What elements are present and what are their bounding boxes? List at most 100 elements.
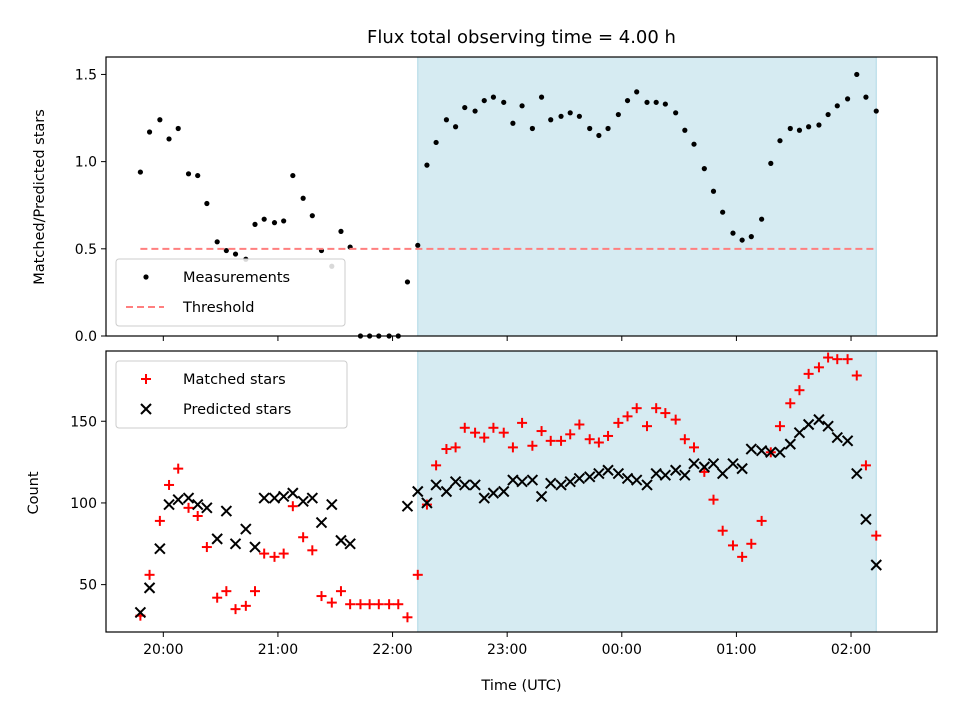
- matched-star-point: [393, 599, 404, 610]
- x-stroke-b: [154, 542, 166, 555]
- measurement-point: [615, 111, 621, 118]
- measurement-point: [404, 279, 411, 285]
- legend-entry: Threshold: [126, 300, 254, 316]
- matched-star-point: [498, 427, 509, 438]
- y-tick-label: 1.5: [75, 67, 97, 83]
- matched-star-point: [651, 403, 662, 414]
- x-stroke-b: [736, 462, 748, 475]
- predicted-star-point: [421, 497, 433, 509]
- bottom-panel: 50 100 150 20:00 21:00 22:00 23:00 00:00 01:00 02…: [70, 350, 938, 658]
- x-stroke-b: [602, 464, 614, 476]
- predicted-star-point: [412, 485, 424, 498]
- predicted-star-point: [593, 467, 605, 480]
- x-stroke-b: [573, 472, 586, 485]
- series-matched-stars: [135, 352, 882, 623]
- matched-star-point: [259, 548, 270, 559]
- x-stroke-b: [478, 492, 490, 504]
- matched-star-point: [412, 569, 423, 580]
- top-legend: Measurements Threshold: [115, 258, 346, 327]
- legend-marker: [140, 403, 152, 415]
- measurement-point: [338, 228, 344, 234]
- x-stroke-b: [134, 606, 147, 619]
- measurement-point: [157, 117, 163, 123]
- predicted-star-point: [335, 534, 347, 547]
- predicted-star-point: [507, 474, 519, 486]
- matched-star-point: [794, 385, 805, 396]
- x-stroke-b: [182, 492, 195, 504]
- bottom-y-axis-label: Count: [26, 471, 42, 514]
- x-stroke-b: [870, 559, 882, 571]
- matched-star-point: [536, 426, 547, 437]
- measurement-point: [825, 111, 831, 118]
- measurement-point: [223, 247, 229, 254]
- predicted-star-point: [802, 418, 815, 431]
- x-stroke-b: [249, 541, 261, 553]
- matched-star-point: [527, 440, 538, 451]
- x-stroke-b: [535, 490, 548, 503]
- predicted-star-point: [822, 420, 834, 432]
- predicted-star-point: [449, 475, 462, 488]
- matched-star-point: [441, 444, 452, 455]
- predicted-star-point: [870, 559, 882, 571]
- x-stroke-b: [326, 498, 338, 511]
- measurement-point: [146, 129, 153, 135]
- matched-star-point: [699, 466, 710, 477]
- x-stroke-b: [268, 492, 281, 504]
- predicted-star-point: [765, 446, 777, 458]
- matched-star-point: [287, 501, 298, 512]
- x-stroke-b: [822, 420, 834, 432]
- y-tick-label: 50: [79, 578, 97, 594]
- predicted-star-point: [297, 495, 309, 508]
- matched-star-point: [307, 545, 318, 556]
- matched-star-point: [545, 435, 556, 446]
- legend-label: Threshold: [182, 300, 254, 316]
- x-stroke-b: [163, 498, 175, 511]
- x-axis-label: Time (UTC): [480, 678, 561, 694]
- matched-star-point: [565, 429, 576, 440]
- matched-star-point: [479, 432, 490, 443]
- matched-star-point: [756, 515, 767, 526]
- measurement-point: [796, 127, 803, 133]
- predicted-star-point: [344, 538, 356, 550]
- matched-star-point: [192, 511, 203, 522]
- x-stroke-b: [727, 458, 739, 470]
- matched-star-point: [679, 434, 690, 445]
- bottom-legend: Matched stars Predicted stars: [115, 360, 348, 429]
- measurement-point: [415, 242, 421, 248]
- predicted-star-point: [249, 541, 261, 553]
- x-stroke-b: [315, 516, 328, 529]
- measurement-point: [548, 117, 554, 123]
- predicted-star-point: [612, 467, 625, 480]
- x-stroke-b: [630, 474, 643, 486]
- predicted-star-point: [229, 538, 242, 550]
- x-stroke-b: [669, 464, 682, 476]
- x-stroke-b: [220, 505, 233, 517]
- measurement-point: [662, 101, 668, 107]
- predicted-star-point: [573, 472, 586, 485]
- predicted-star-point: [851, 467, 863, 480]
- matched-star-point: [384, 599, 395, 610]
- predicted-star-point: [526, 474, 539, 486]
- x-stroke-b: [583, 471, 596, 483]
- measurement-point: [510, 120, 516, 126]
- predicted-star-point: [191, 498, 204, 511]
- predicted-star-point: [306, 492, 319, 504]
- x-stroke-b: [191, 498, 204, 511]
- y-tick-label: 150: [70, 414, 97, 430]
- predicted-star-point: [182, 492, 195, 504]
- measurement-point: [748, 234, 754, 240]
- top-y-axis-label: Matched/Predicted stars: [32, 109, 48, 285]
- measurement-point: [624, 97, 631, 104]
- measurement-point: [300, 195, 306, 201]
- predicted-star-point: [831, 431, 843, 444]
- x-stroke-b: [306, 492, 319, 504]
- measurement-point: [558, 113, 564, 119]
- matched-star-point: [269, 551, 280, 562]
- matched-star-point: [201, 542, 212, 553]
- predicted-star-point: [516, 475, 528, 488]
- measurement-point: [309, 213, 315, 219]
- matched-star-point: [574, 419, 585, 430]
- predicted-star-point: [784, 438, 796, 450]
- measurement-point: [452, 124, 459, 130]
- matched-star-point: [832, 354, 843, 365]
